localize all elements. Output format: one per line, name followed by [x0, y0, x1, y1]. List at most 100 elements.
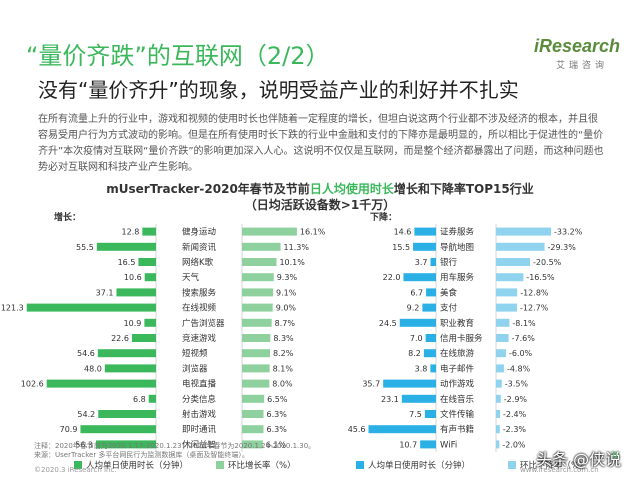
- category-label: 支付: [440, 303, 458, 314]
- rate-value-label: -29.3%: [548, 243, 577, 252]
- rate-bar: [242, 273, 274, 282]
- duration-value-label: 102.6: [21, 380, 44, 389]
- rate-value-label: 8.7%: [275, 319, 296, 328]
- legend-swatch-rate: [508, 461, 516, 469]
- duration-bar: [46, 379, 156, 388]
- duration-bar: [96, 242, 156, 251]
- rate-bar: [496, 410, 500, 418]
- duration-bar: [104, 364, 156, 373]
- rate-value-label: 8.2%: [273, 349, 294, 358]
- rate-value-label: -33.2%: [554, 228, 583, 237]
- chart-title-prefix: mUserTracker-2020年春节及节前: [106, 182, 310, 196]
- category-label: 天气: [182, 272, 200, 283]
- duration-value-label: 45.6: [348, 425, 366, 434]
- category-label: 动作游戏: [440, 379, 475, 390]
- rate-value-label: -4.8%: [507, 364, 531, 373]
- category-label: 分类信息: [182, 394, 217, 405]
- duration-bar: [144, 273, 156, 282]
- panel-label: 下降：: [370, 211, 397, 223]
- category-label: 广告浏览器: [182, 318, 225, 329]
- rate-value-label: 16.1%: [300, 228, 326, 237]
- rate-bar: [496, 349, 506, 358]
- rate-value-label: 6.3%: [266, 425, 287, 434]
- category-label: 短视频: [182, 348, 208, 359]
- duration-bar: [368, 425, 436, 434]
- category-label: 在线音乐: [440, 394, 475, 405]
- duration-value-label: 54.6: [77, 349, 95, 358]
- rate-value-label: -2.9%: [504, 395, 528, 404]
- duration-bar: [80, 425, 156, 434]
- intro-paragraph: 在所有流量上升的行业中，游戏和视频的使用时长也伴随着一定程度的增长，但坦白说这两…: [38, 114, 604, 173]
- rate-value-label: 6.3%: [266, 410, 287, 419]
- rate-bar: [496, 394, 501, 403]
- duration-value-label: 48.0: [84, 364, 102, 373]
- rate-bar: [496, 318, 510, 327]
- duration-bar: [413, 242, 436, 251]
- page-number: 8: [612, 451, 618, 461]
- notes-line-2: 来源：UserTracker 多平台网民行为监测数据库（桌面及智能终端）。: [34, 451, 249, 459]
- rate-value-label: 9.0%: [276, 304, 297, 313]
- legend-swatch-duration: [74, 461, 82, 469]
- duration-value-label: 23.1: [381, 395, 399, 404]
- duration-bar: [97, 349, 156, 358]
- logo-subtitle: 艾瑞咨询: [556, 61, 609, 71]
- category-label: 电子邮件: [440, 363, 475, 374]
- category-label: 银行: [440, 257, 458, 268]
- rate-value-label: 8.0%: [272, 380, 293, 389]
- category-label: WiFi: [440, 440, 457, 450]
- category-label: 在线视频: [182, 303, 217, 314]
- duration-value-label: 15.5: [392, 243, 410, 252]
- rate-bar: [496, 273, 524, 282]
- duration-bar: [98, 410, 156, 418]
- rate-value-label: -6.0%: [509, 349, 533, 358]
- rate-bar: [242, 394, 265, 403]
- duration-value-label: 9.2: [407, 304, 420, 313]
- rate-bar: [496, 227, 552, 236]
- rate-bar: [496, 440, 500, 449]
- duration-value-label: 55.5: [76, 243, 94, 252]
- duration-bar: [399, 318, 436, 327]
- duration-bar: [423, 349, 436, 358]
- duration-value-label: 37.1: [96, 288, 114, 297]
- duration-value-label: 3.8: [415, 364, 428, 373]
- duration-value-label: 3.7: [415, 258, 428, 267]
- rate-bar: [496, 288, 518, 297]
- category-label: 导航地图: [440, 242, 474, 253]
- duration-value-label: 6.8: [133, 395, 146, 404]
- category-label: 网络K歌: [182, 257, 214, 268]
- duration-bar: [425, 334, 436, 342]
- duration-value-label: 10.6: [124, 273, 142, 282]
- legend-rate-label: 环比增长率（%）: [228, 460, 296, 471]
- legend-swatch-rate: [216, 461, 224, 469]
- duration-value-label: 56.3: [75, 440, 93, 449]
- duration-bar: [424, 410, 436, 418]
- rate-bar: [496, 425, 500, 434]
- rate-bar: [242, 379, 270, 388]
- duration-bar: [383, 379, 436, 388]
- category-label: 新闻资讯: [182, 242, 217, 253]
- duration-value-label: 35.7: [362, 380, 380, 389]
- duration-value-label: 121.3: [1, 304, 24, 313]
- duration-bar: [148, 394, 156, 403]
- legend-duration-label: 人均单日使用时长（分钟）: [368, 460, 470, 471]
- category-label: 有声书籍: [440, 424, 474, 435]
- rate-bar: [496, 303, 518, 312]
- duration-bar: [116, 288, 156, 297]
- category-label: 浏览器: [182, 363, 208, 374]
- rate-bar: [242, 349, 270, 358]
- duration-bar: [144, 318, 156, 327]
- duration-bar: [96, 440, 156, 449]
- duration-bar: [401, 394, 436, 403]
- footer-url: www.iresearch.com.cn: [520, 466, 599, 474]
- duration-bar: [420, 440, 436, 449]
- rate-bar: [242, 410, 264, 418]
- rate-value-label: -3.5%: [505, 380, 529, 389]
- iresearch-logo: iResearch: [534, 36, 621, 56]
- rate-value-label: 6.1%: [266, 440, 287, 449]
- rate-value-label: -16.5%: [526, 273, 555, 282]
- duration-value-label: 10.7: [399, 440, 417, 449]
- duration-value-label: 10.9: [124, 319, 142, 328]
- duration-bar: [430, 258, 436, 266]
- duration-value-label: 22.0: [383, 273, 401, 282]
